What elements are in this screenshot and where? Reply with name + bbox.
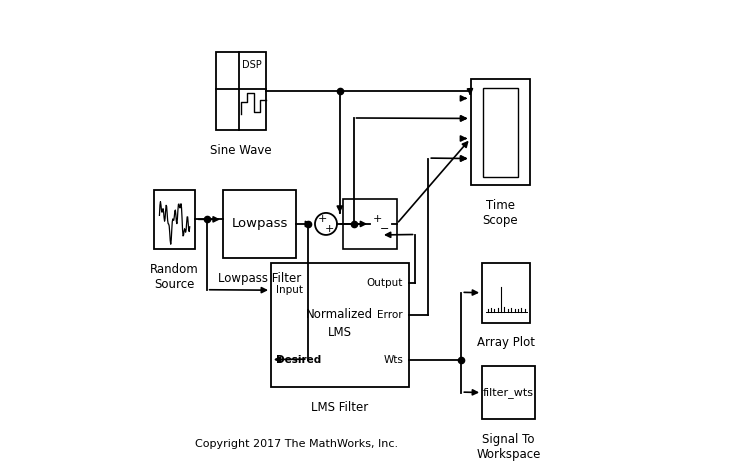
Text: Random
Source: Random Source [150, 263, 199, 291]
Bar [223, 190, 296, 258]
Text: Copyright 2017 The MathWorks, Inc.: Copyright 2017 The MathWorks, Inc. [195, 439, 398, 449]
Text: DSP: DSP [242, 60, 262, 70]
Bar [483, 88, 518, 176]
Bar [216, 52, 266, 130]
Bar [482, 263, 530, 322]
Text: +: + [318, 214, 327, 224]
Text: +: + [325, 224, 334, 234]
Text: Lowpass Filter: Lowpass Filter [218, 272, 301, 285]
Text: Lowpass: Lowpass [231, 218, 288, 230]
Bar [271, 263, 409, 387]
Text: LMS: LMS [328, 326, 352, 339]
Text: Time
Scope: Time Scope [483, 199, 518, 227]
Bar [342, 199, 397, 249]
Text: Error: Error [377, 310, 403, 320]
Text: LMS Filter: LMS Filter [311, 401, 369, 414]
Circle shape [315, 213, 337, 235]
Text: Wts: Wts [383, 355, 403, 365]
Text: Normalized: Normalized [306, 308, 373, 322]
Circle shape [370, 213, 392, 235]
Text: Input: Input [277, 285, 304, 295]
Bar [154, 190, 195, 249]
Text: Output: Output [366, 278, 403, 288]
Text: Desired: Desired [277, 355, 322, 365]
Bar [482, 366, 535, 419]
Text: filter_wts: filter_wts [483, 387, 534, 398]
Text: +: + [373, 214, 383, 224]
Text: −: − [380, 224, 389, 234]
Bar [471, 80, 530, 185]
Text: Sine Wave: Sine Wave [210, 144, 272, 157]
Text: Array Plot: Array Plot [477, 336, 535, 349]
Text: Signal To
Workspace: Signal To Workspace [476, 433, 541, 461]
